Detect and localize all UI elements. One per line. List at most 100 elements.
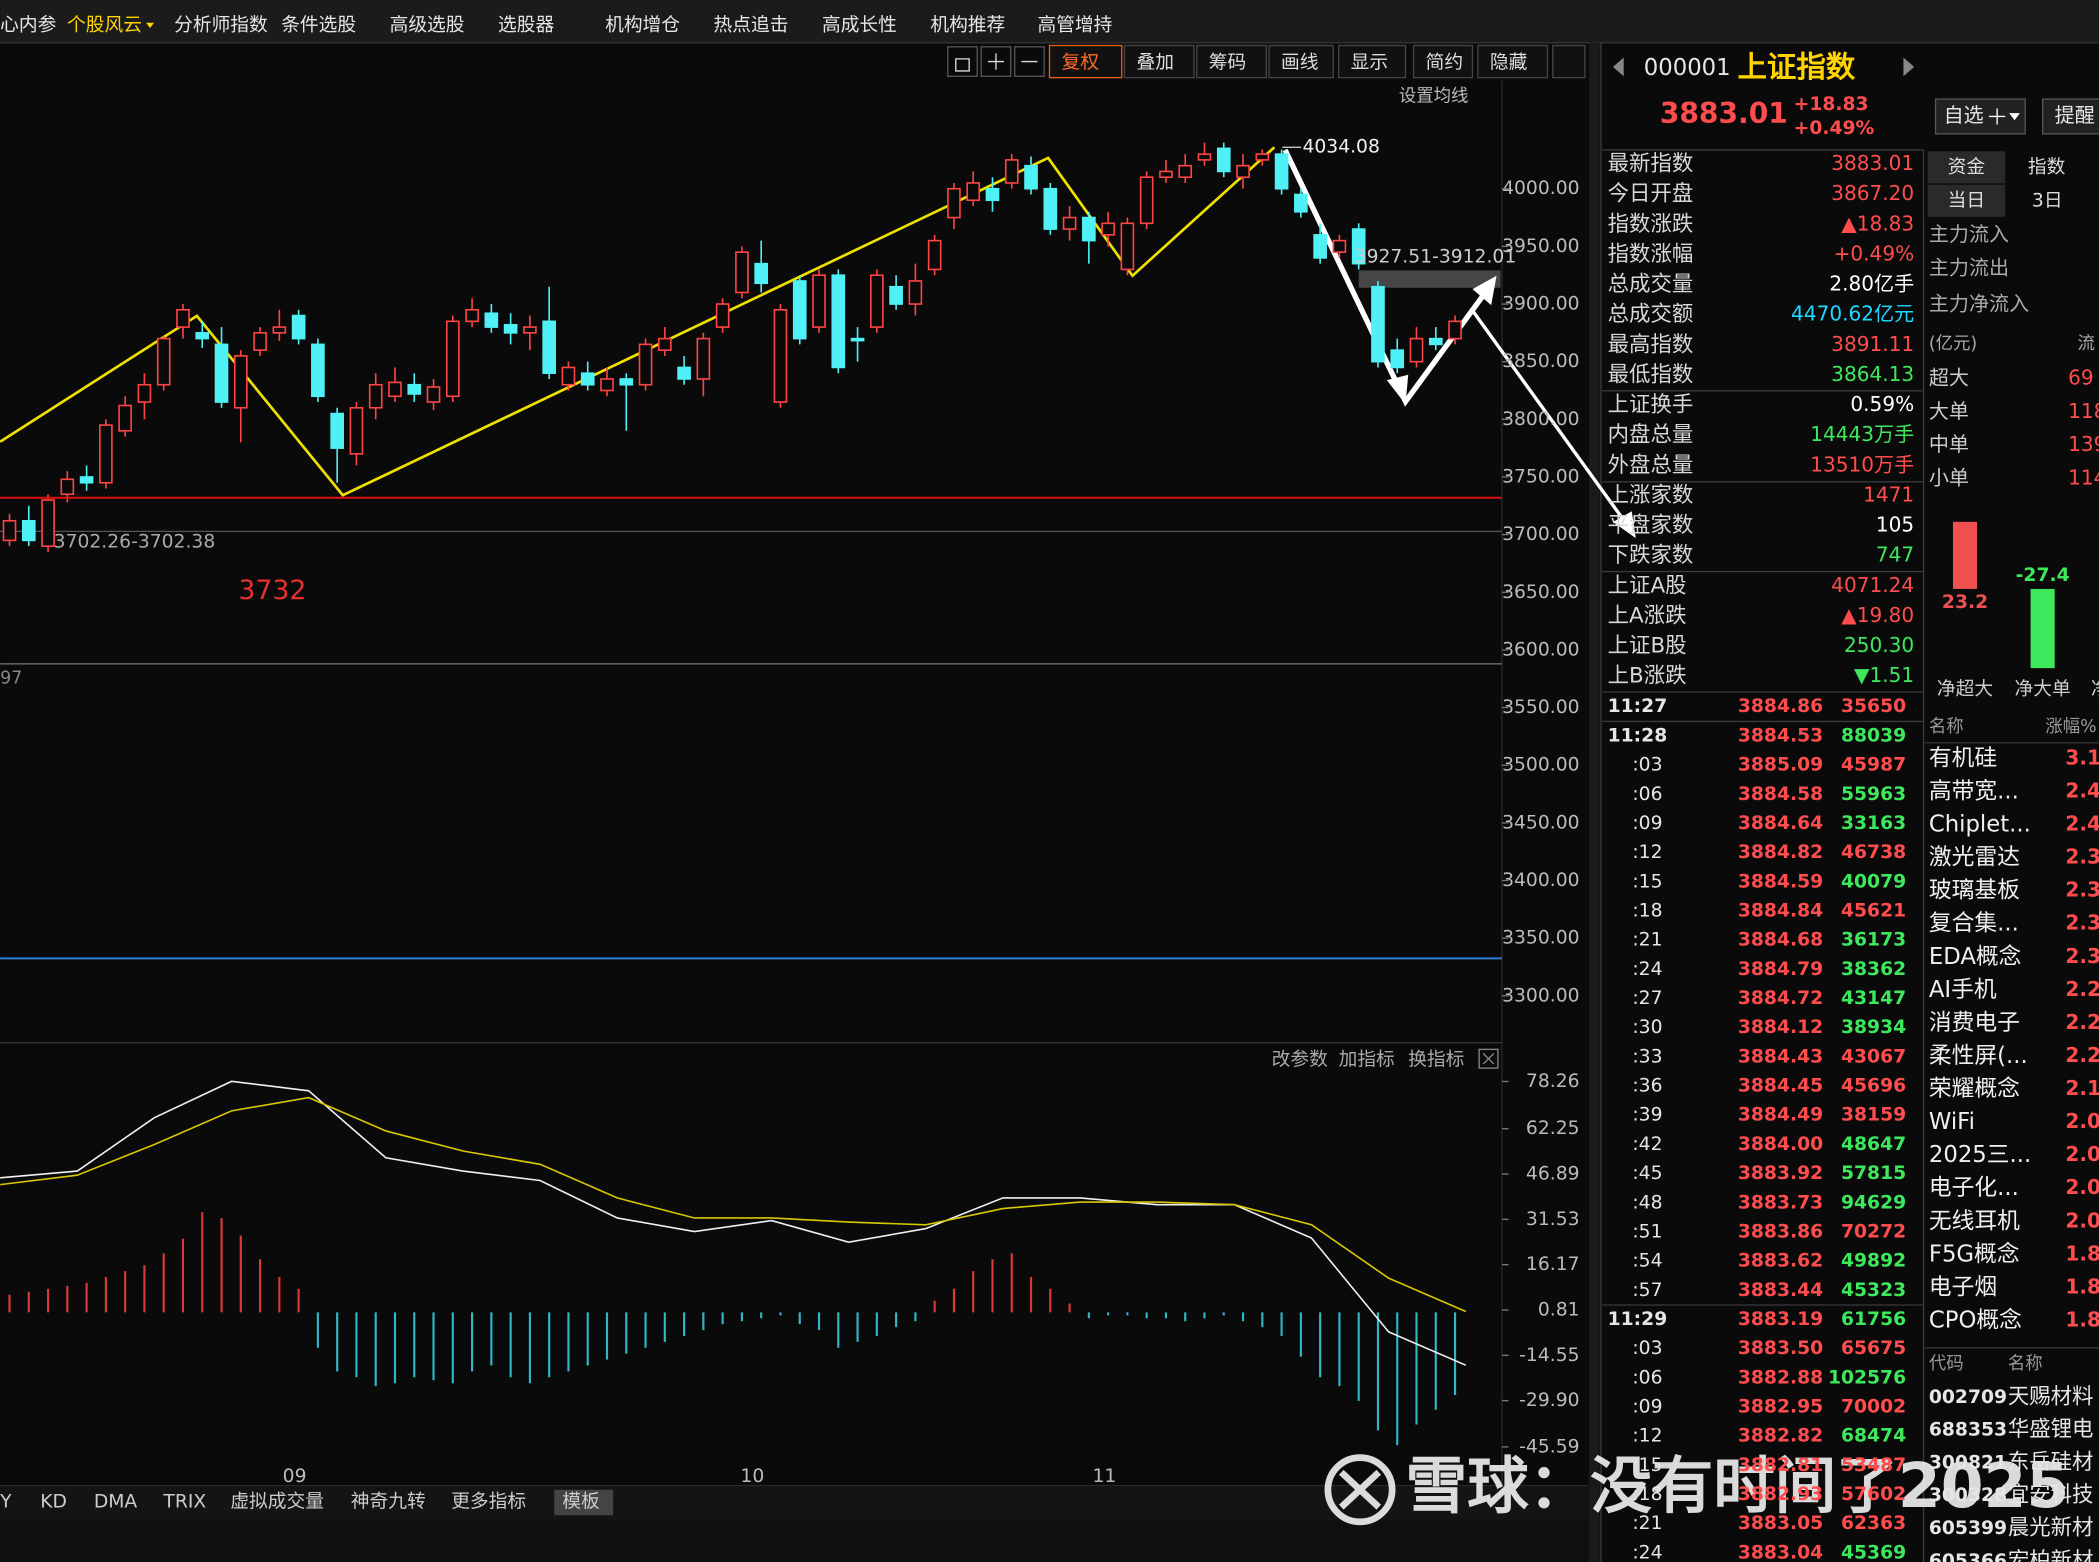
sector-name[interactable]: 无线耳机 — [1929, 1208, 2020, 1234]
trade-time: :45 — [1632, 1163, 1662, 1184]
toolbar-button[interactable] — [1268, 44, 1334, 79]
fund-tab[interactable]: 指数 — [2028, 157, 2066, 178]
sector-name[interactable]: 玻璃基板 — [1929, 878, 2020, 904]
tab[interactable] — [1927, 151, 2006, 184]
toolbar-button[interactable] — [1196, 44, 1268, 79]
stock-name[interactable]: 华盛锂电 — [2008, 1417, 2094, 1442]
indicator-tab[interactable]: 模板 — [562, 1491, 600, 1512]
candle-body — [176, 308, 190, 328]
sector-name[interactable]: 电子烟 — [1929, 1274, 1997, 1300]
stock-name[interactable]: 晨光新材 — [2008, 1516, 2094, 1541]
stock-name[interactable]: 东岳硅材 — [2008, 1450, 2094, 1475]
fund-tab[interactable]: 当日 — [1948, 190, 1985, 211]
menu-item[interactable]: 条件选股 — [281, 15, 356, 36]
sector-name[interactable]: 激光雷达 — [1929, 845, 2020, 871]
toolbar-button[interactable] — [1048, 44, 1123, 79]
indicator-tab[interactable]: TRIX — [162, 1491, 206, 1512]
sector-name[interactable]: 复合集... — [1929, 911, 2019, 937]
close-button[interactable] — [1478, 1048, 1499, 1069]
stock-code[interactable]: 688353 — [1929, 1420, 2007, 1441]
toolbar-button[interactable] — [1412, 44, 1474, 79]
range-band — [1358, 270, 1501, 288]
sector-name[interactable]: Chiplet... — [1929, 812, 2031, 838]
indicator-tab[interactable]: DMA — [94, 1491, 138, 1512]
tab[interactable] — [1927, 184, 2006, 217]
candle-body — [715, 303, 730, 328]
trade-time: :15 — [1632, 1455, 1662, 1476]
candle-body — [927, 239, 942, 271]
menu-item[interactable]: 高管增持 — [1037, 15, 1112, 36]
stock-code[interactable]: 002709 — [1929, 1387, 2007, 1408]
indicator-tab[interactable]: Y — [0, 1491, 12, 1512]
toolbar-icon[interactable] — [1014, 46, 1045, 77]
toolbar-icon[interactable] — [947, 46, 978, 77]
trade-volume: 38934 — [1841, 1017, 1906, 1038]
fund-tab[interactable]: 3日 — [2032, 190, 2063, 211]
index-pct: +0.49% — [1794, 118, 1875, 139]
stock-code[interactable]: 605399 — [1929, 1518, 2007, 1539]
menu-item[interactable]: 机构推荐 — [930, 15, 1005, 36]
stat-label: 上证换手 — [1608, 393, 1694, 418]
menu-item[interactable]: 高成长性 — [822, 15, 897, 36]
toolbar-button[interactable] — [1337, 44, 1407, 79]
fund-tab[interactable]: 资金 — [1948, 157, 1986, 178]
sector-name[interactable]: 柔性屏(... — [1929, 1043, 2028, 1069]
sector-name[interactable]: WiFi — [1929, 1109, 1975, 1135]
indicator-button[interactable]: 换指标 — [1408, 1050, 1464, 1071]
index-price: 3883.01 — [1660, 97, 1788, 130]
trade-volume: 36173 — [1841, 930, 1906, 951]
stat-label: 平盘家数 — [1608, 513, 1694, 538]
trade-price: 3884.86 — [1738, 696, 1823, 717]
ma-setting[interactable]: 设置均线 — [1399, 86, 1469, 106]
stock-name[interactable]: 宏柏新材 — [2008, 1548, 2094, 1562]
toolbar-icon[interactable] — [1552, 44, 1586, 79]
stock-name[interactable]: 天赐材料 — [2008, 1384, 2094, 1409]
stock-name[interactable]: 宜安科技 — [2008, 1483, 2094, 1508]
stock-code[interactable]: 300821 — [1929, 1452, 2007, 1473]
menu-item[interactable]: 分析师指数 — [174, 15, 268, 36]
status-bar — [0, 1520, 1589, 1562]
toolbar-button[interactable] — [1477, 44, 1549, 79]
sector-name[interactable]: AI手机 — [1929, 977, 1997, 1003]
menu-item[interactable]: 选股器 — [498, 15, 554, 36]
sector-name[interactable]: 电子化... — [1929, 1175, 2019, 1201]
indicator-tab[interactable]: 虚拟成交量 — [230, 1491, 324, 1512]
trade-price: 3882.82 — [1738, 1426, 1823, 1447]
sector-name[interactable]: 2025三... — [1929, 1142, 2031, 1168]
toolbar-button[interactable] — [1123, 44, 1195, 79]
sector-name[interactable]: 有机硅 — [1929, 745, 1997, 771]
sector-name[interactable]: F5G概念 — [1929, 1241, 2020, 1267]
menu-item[interactable]: 机构增仓 — [605, 15, 680, 36]
indicator-button[interactable]: 改参数 — [1272, 1050, 1328, 1071]
stock-code[interactable]: 605366 — [1929, 1551, 2007, 1562]
indicator-tab[interactable]: KD — [40, 1491, 67, 1512]
indicator-button[interactable]: 加指标 — [1339, 1050, 1395, 1071]
sector-name[interactable]: 消费电子 — [1929, 1010, 2020, 1036]
candle-body — [156, 337, 171, 386]
stat-value: ▲18.83 — [1841, 211, 1914, 235]
candle-body — [1216, 147, 1231, 173]
menu-item[interactable]: 个股风云 — [67, 15, 142, 36]
sector-name[interactable]: 高带宽... — [1929, 778, 2019, 804]
candle-body — [523, 326, 537, 334]
sector-name[interactable]: EDA概念 — [1929, 944, 2022, 970]
candle-body — [1159, 170, 1173, 178]
indicator-tab[interactable]: 更多指标 — [451, 1491, 526, 1512]
trade-price: 3884.58 — [1738, 784, 1823, 805]
sector-name[interactable]: 荣耀概念 — [1929, 1076, 2020, 1102]
trade-price: 3884.72 — [1738, 988, 1823, 1009]
trade-time: :24 — [1632, 959, 1662, 980]
menu-item[interactable]: 心内参 — [0, 15, 56, 36]
menu-item[interactable]: 高级选股 — [390, 15, 465, 36]
button[interactable] — [2041, 98, 2099, 135]
stat-label: 指数涨跌 — [1608, 212, 1694, 237]
indicator-tab[interactable]: 神奇九转 — [351, 1491, 426, 1512]
button[interactable] — [1934, 98, 2026, 135]
sector-name[interactable]: CPO概念 — [1929, 1307, 2022, 1333]
stock-code[interactable]: 300328 — [1929, 1485, 2007, 1506]
y-tick-label: 3300.00 — [1502, 985, 1579, 1006]
menu-item[interactable]: 热点追击 — [714, 15, 789, 36]
arrowhead — [1612, 511, 1636, 539]
toolbar-icon[interactable] — [980, 46, 1012, 77]
tab-selected[interactable] — [554, 1489, 614, 1516]
